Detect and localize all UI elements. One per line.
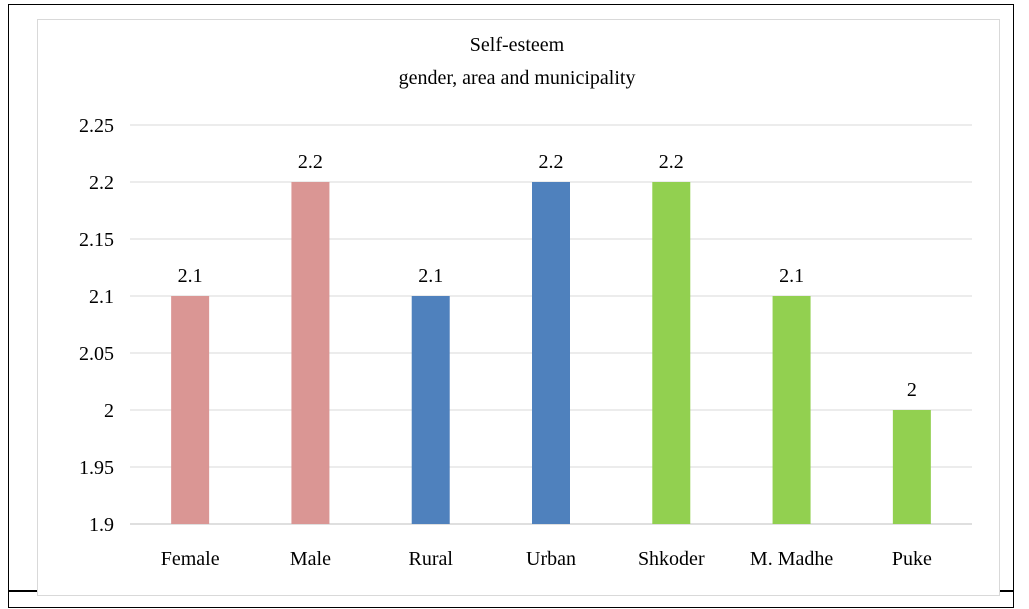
y-tick-label: 2.25 <box>79 115 114 137</box>
bar-female <box>171 296 210 524</box>
y-tick-label: 1.95 <box>79 457 114 479</box>
x-tick-label: Male <box>290 548 331 570</box>
chart-title: Self-esteem <box>470 34 565 56</box>
data-labels: 2.1 2.2 2.1 2.2 2.2 2.1 2 <box>178 151 917 401</box>
y-tick-label: 2 <box>104 400 114 422</box>
y-tick-label: 2.1 <box>89 286 114 308</box>
data-label: 2.1 <box>178 265 203 287</box>
bar-male <box>291 182 330 524</box>
y-tick-label: 1.9 <box>89 514 114 536</box>
y-tick-label: 2.2 <box>89 172 114 194</box>
figure-frame <box>8 4 1014 608</box>
bar-urban <box>532 182 570 524</box>
bar-rural <box>411 296 450 524</box>
data-label: 2 <box>907 379 917 401</box>
x-tick-label: Rural <box>408 548 453 570</box>
data-label: 2.1 <box>779 265 804 287</box>
bar-shkoder <box>652 182 691 524</box>
data-label: 2.2 <box>298 151 323 173</box>
x-tick-label: Shkoder <box>638 548 705 570</box>
y-axis-ticks: 1.9 1.95 2 2.05 2.1 2.15 2.2 2.25 <box>79 115 114 536</box>
data-label: 2.2 <box>539 151 564 173</box>
bar-m-madhe <box>772 296 811 524</box>
x-tick-label: Urban <box>526 548 576 570</box>
bars <box>171 182 931 524</box>
chart-subtitle: gender, area and municipality <box>399 67 636 89</box>
data-label: 2.1 <box>418 265 443 287</box>
data-label: 2.2 <box>659 151 684 173</box>
x-axis-ticks: Female Male Rural Urban Shkoder M. Madhe Puke <box>161 548 932 570</box>
bar-puke <box>892 410 931 524</box>
x-tick-label: Female <box>161 548 220 570</box>
x-tick-label: M. Madhe <box>750 548 833 570</box>
y-tick-label: 2.05 <box>79 343 114 365</box>
x-tick-label: Puke <box>892 548 932 570</box>
y-tick-label: 2.15 <box>79 229 114 251</box>
